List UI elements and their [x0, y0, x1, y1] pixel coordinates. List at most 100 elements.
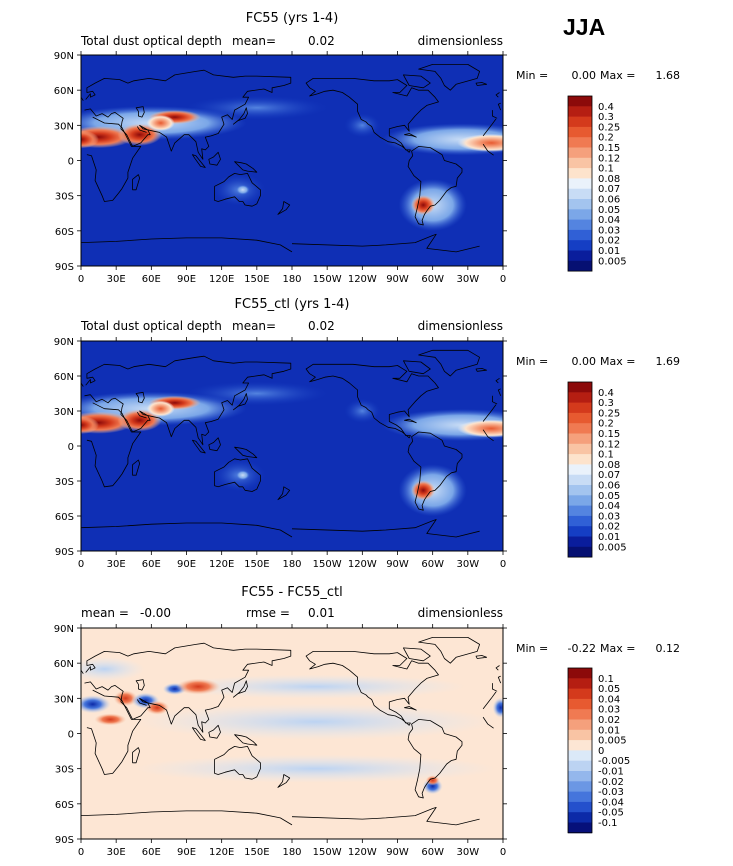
colorbar-level-label: 0.04 — [598, 215, 620, 226]
coastline-borneo — [208, 724, 221, 739]
colorbar-level-label: 0.3 — [598, 112, 614, 123]
colorbar-swatch — [568, 240, 592, 251]
x-tick-label: 180 — [282, 274, 301, 285]
colorbar-swatch — [568, 526, 592, 537]
coastline-namerica — [305, 363, 439, 439]
coastline-baffin — [402, 360, 431, 375]
colorbar-swatch — [568, 740, 592, 751]
colorbar-swatch — [568, 474, 592, 486]
coastline-iceland — [475, 655, 488, 659]
colorbar-swatch — [568, 168, 592, 179]
tick-layer: 0 30E 60E 90E 120E 150E 180 150W 120W 90W 60W 30W 09… — [54, 51, 507, 285]
coastline-greenland — [418, 64, 481, 91]
tick-layer: 0 30E 60E 90E 120E 150E 180 150W 120W 90W 60W 30W 09… — [54, 624, 507, 858]
thar-hotspot — [146, 400, 175, 417]
colorbar-swatch — [568, 147, 592, 159]
coastline-eurasia — [491, 683, 498, 692]
coastline-japan — [232, 393, 248, 411]
mean-value: -0.00 — [140, 606, 171, 620]
colorbar-level-label: 0.005 — [598, 256, 627, 267]
x-tick-label: 0 — [500, 847, 506, 858]
x-tick-label: 0 — [500, 559, 506, 570]
colorbar-level-label: 0 — [598, 746, 604, 757]
coastline-caspian — [135, 391, 145, 404]
colorbar-level-label: -0.04 — [598, 797, 624, 808]
colorbar-swatch — [568, 750, 592, 762]
colorbar-swatch — [568, 688, 592, 700]
x-tick-label: 90W — [386, 559, 409, 570]
colorbar-level-label: 0.2 — [598, 133, 614, 144]
max-value: 1.69 — [656, 355, 681, 368]
x-tick-label: 30W — [457, 559, 480, 570]
coastline-uk — [495, 92, 500, 98]
colorbar-level-label: 0.02 — [598, 522, 620, 533]
mean-label: mean= — [232, 34, 276, 48]
diff-band-tropics — [135, 703, 496, 740]
max-label: Max = — [600, 69, 635, 82]
colorbar-level-label: 0.12 — [598, 439, 620, 450]
mean-label: mean = — [81, 606, 129, 620]
coastline-borneo — [208, 437, 221, 452]
coastline-madagascar — [132, 174, 141, 191]
coastline-newzealand — [277, 774, 291, 788]
colorbar: 0.40.30.250.20.150.120.10.080.070.060.05… — [567, 381, 627, 558]
y-tick-label: 60N — [54, 86, 74, 97]
colorbar-level-label: 0.3 — [598, 398, 614, 409]
y-tick-label: 90S — [55, 262, 74, 273]
coastline-africa — [482, 716, 494, 729]
coastline-newguinea — [234, 161, 258, 173]
diff-egypt-pos — [113, 690, 138, 707]
y-tick-label: 60N — [54, 372, 74, 383]
colorbar-swatch — [568, 678, 592, 689]
max-label: Max = — [600, 355, 635, 368]
colorbar-swatch — [568, 199, 592, 210]
y-tick-label: 0 — [68, 730, 74, 741]
colorbar-swatch — [568, 781, 592, 792]
colorbar-level-label: 0.06 — [598, 481, 620, 492]
x-tick-label: 0 — [78, 847, 84, 858]
map-panel-1: FC55 (yrs 1-4) Total dust optical depth me… — [54, 11, 680, 285]
colorbar-level-label: 0.4 — [598, 102, 614, 113]
max-value: 0.12 — [656, 642, 681, 655]
y-tick-label: 30N — [54, 121, 74, 132]
y-tick-label: 60N — [54, 659, 74, 670]
min-value: -0.22 — [568, 642, 596, 655]
coastline-arabia_gulf — [136, 699, 147, 706]
coastline-baffin — [402, 74, 431, 89]
x-tick-label: 120W — [348, 847, 377, 858]
atlantic-transport — [457, 133, 503, 152]
y-tick-label: 30S — [55, 477, 74, 488]
coastline-africa — [482, 691, 497, 710]
colorbar-swatch — [568, 771, 592, 782]
field-layer — [81, 55, 503, 266]
coastline-borneo — [208, 151, 221, 166]
variable-label: Total dust optical depth — [80, 34, 222, 48]
coastlines — [81, 64, 502, 253]
colorbar-swatch — [568, 229, 592, 241]
colorbar-frame — [567, 667, 593, 834]
colorbar-level-label: 0.25 — [598, 122, 620, 133]
colorbar-swatch — [568, 536, 592, 548]
colorbar-swatch — [568, 464, 592, 476]
y-tick-label: 90S — [55, 835, 74, 846]
coastline-caspian — [135, 106, 145, 118]
units-label: dimensionless — [418, 34, 503, 48]
coastline-antarctica — [291, 519, 480, 538]
x-tick-label: 120W — [348, 274, 377, 285]
coastline-japan — [232, 680, 248, 698]
x-tick-label: 90E — [177, 847, 196, 858]
tick-layer: 0 30E 60E 90E 120E 150E 180 150W 120W 90W 60W 30W 09… — [54, 337, 507, 570]
coastline-iceland — [475, 82, 488, 86]
colorbar-level-label: -0.005 — [598, 756, 630, 767]
units-label: dimensionless — [418, 319, 503, 333]
coastline-africa — [482, 429, 494, 442]
coastline-eurasia — [84, 69, 292, 160]
diff-sahara-neg — [81, 695, 111, 714]
colorbar-level-label: 0.2 — [598, 419, 614, 430]
colorbar-frame — [567, 95, 593, 272]
colorbar-level-label: 0.04 — [598, 501, 620, 512]
variable-label: Total dust optical depth — [80, 319, 222, 333]
colorbar-swatch — [568, 412, 592, 424]
y-tick-label: 90N — [54, 624, 74, 635]
thar-hotspot — [146, 114, 175, 131]
